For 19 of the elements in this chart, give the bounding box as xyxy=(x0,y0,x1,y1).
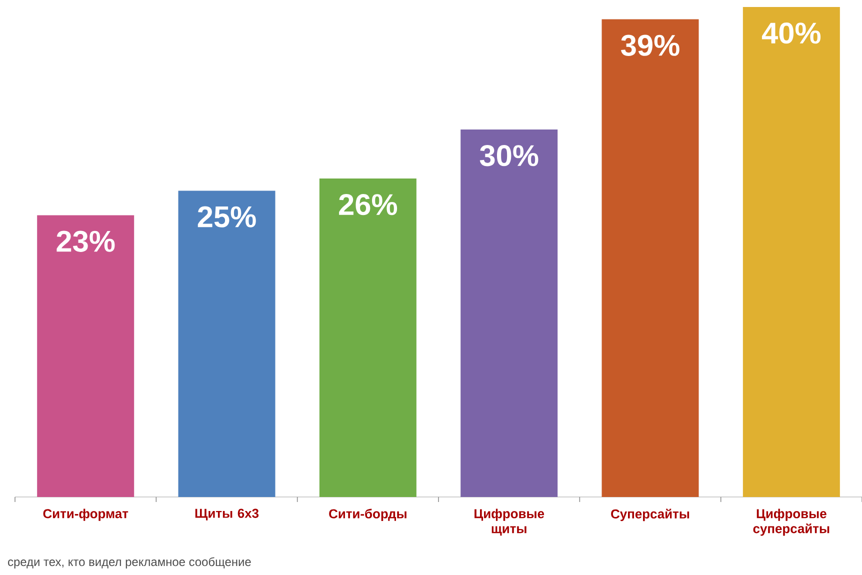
bar xyxy=(742,6,840,497)
data-label: 25% xyxy=(198,206,256,228)
data-label: 40% xyxy=(762,22,821,44)
data-label: 26% xyxy=(339,194,398,216)
x-tick-label: Сити-формат xyxy=(43,508,128,521)
text: среди тех, кто видел рекламное сообщение xyxy=(8,557,251,568)
bar xyxy=(602,19,699,497)
data-label: 30% xyxy=(480,145,538,166)
bar xyxy=(37,215,134,497)
data-label: 39% xyxy=(621,34,680,56)
x-tick-label: Сити-борды xyxy=(329,508,406,521)
bar xyxy=(319,178,416,497)
x-tick-label: Суперсайты xyxy=(611,508,690,522)
bar xyxy=(460,129,558,497)
x-tick-label: Щиты 6х3 xyxy=(195,508,259,520)
x-tick-label: Цифровые щиты xyxy=(474,508,544,536)
bar xyxy=(178,190,276,497)
x-tick-label: Цифровые суперсайты xyxy=(753,508,830,536)
data-label: 23% xyxy=(56,230,115,252)
